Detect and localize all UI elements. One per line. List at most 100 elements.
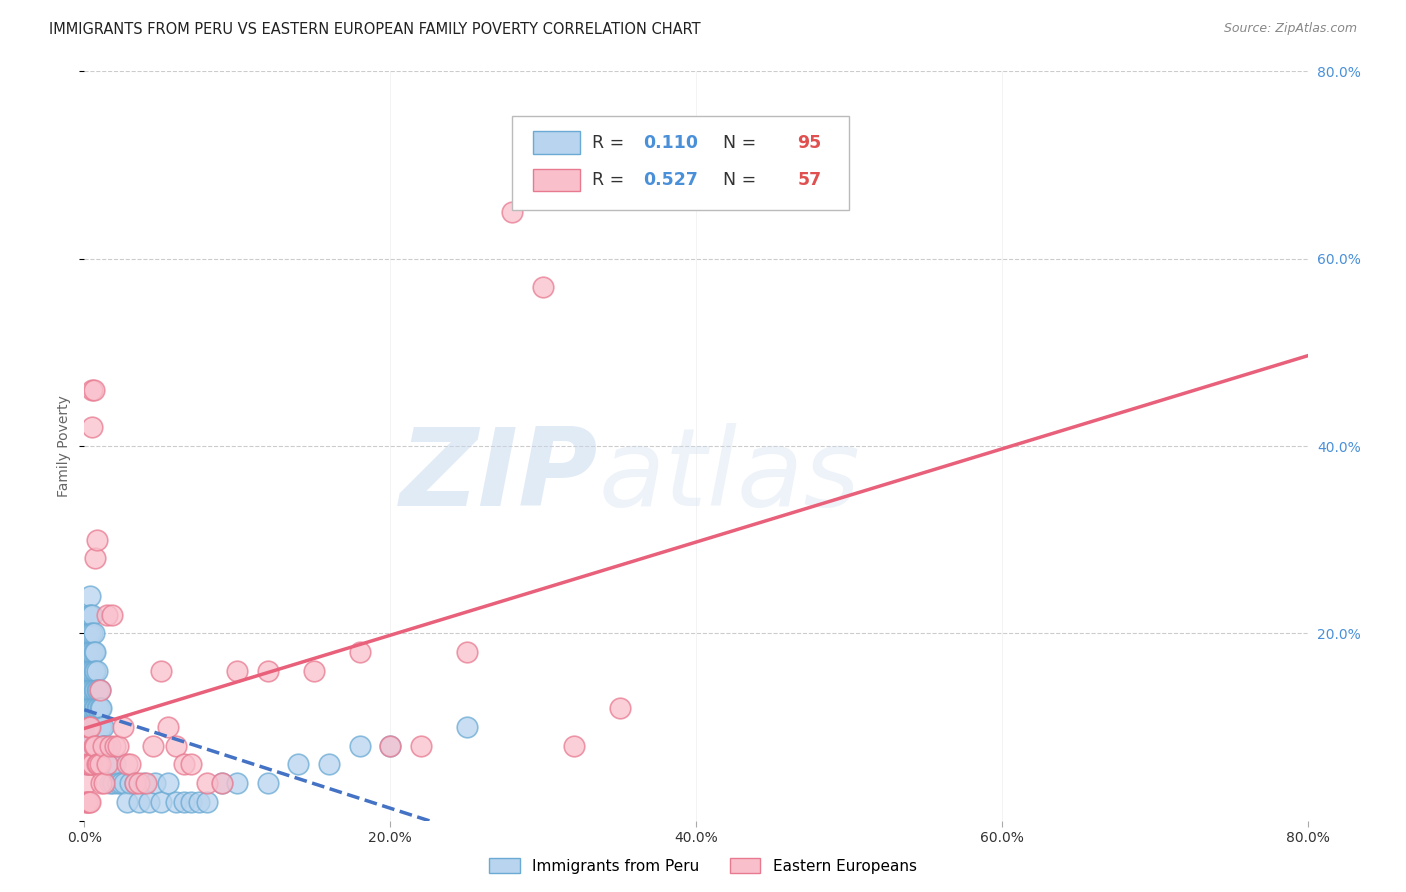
Point [98,776,121,790]
Point [89,720,111,734]
Point [77,720,100,734]
Text: ZIP: ZIP [399,423,598,529]
Point [84,720,107,734]
Point [302,664,325,678]
Text: N =: N = [711,134,762,152]
Text: 57: 57 [797,171,821,189]
Point [83,626,105,640]
Point [115,795,138,809]
Point [76,664,98,678]
Point [97,757,120,772]
Point [195,795,218,809]
Point [409,739,432,753]
Point [128,776,150,790]
Point [94,739,117,753]
Y-axis label: Family Poverty: Family Poverty [58,395,72,497]
Point [84,664,107,678]
Point [287,757,309,772]
Point [84,701,107,715]
Point [98,739,121,753]
Point [79,626,101,640]
Point [195,776,218,790]
Point [77,645,100,659]
Point [79,757,101,772]
Point [77,795,100,809]
Point [96,607,118,622]
Point [456,645,478,659]
Point [79,682,101,697]
Text: 95: 95 [797,134,821,152]
Point [83,664,105,678]
Point [79,795,101,809]
Point [380,739,402,753]
Text: 0.110: 0.110 [644,134,699,152]
Point [115,757,138,772]
Point [349,645,371,659]
Text: IMMIGRANTS FROM PERU VS EASTERN EUROPEAN FAMILY POVERTY CORRELATION CHART: IMMIGRANTS FROM PERU VS EASTERN EUROPEAN… [49,22,700,37]
Point [86,720,108,734]
Text: Source: ZipAtlas.com: Source: ZipAtlas.com [1223,22,1357,36]
Text: N =: N = [711,171,762,189]
Point [89,701,111,715]
Point [77,664,100,678]
Point [87,757,110,772]
Point [180,795,202,809]
Point [79,645,101,659]
Point [124,776,146,790]
Point [84,645,107,659]
Point [76,682,98,697]
Point [80,626,103,640]
Point [83,383,105,397]
Point [83,645,105,659]
Point [76,739,98,753]
Point [103,776,125,790]
Point [84,682,107,697]
Point [94,757,117,772]
Point [75,701,97,715]
Point [79,739,101,753]
Point [93,776,115,790]
Point [83,682,105,697]
Point [110,776,132,790]
Point [157,776,180,790]
Point [84,551,107,566]
Point [79,701,101,715]
Text: atlas: atlas [598,424,860,528]
Point [562,739,585,753]
Point [89,757,111,772]
Point [157,720,180,734]
Point [135,776,157,790]
Point [89,682,111,697]
Point [86,533,108,547]
Point [79,720,101,734]
Point [188,795,211,809]
Point [380,739,402,753]
Point [77,739,100,753]
Point [76,757,98,772]
Point [79,720,101,734]
Point [120,776,142,790]
Point [456,720,478,734]
Point [76,757,98,772]
Point [77,626,100,640]
Point [349,739,371,753]
Point [80,664,103,678]
Point [86,701,108,715]
FancyBboxPatch shape [533,169,579,191]
Point [83,739,105,753]
Point [173,757,195,772]
Point [257,664,280,678]
Point [87,720,110,734]
Point [90,776,112,790]
Point [77,607,100,622]
Legend: Immigrants from Peru, Eastern Europeans: Immigrants from Peru, Eastern Europeans [484,852,922,880]
Point [75,776,97,790]
Point [79,664,101,678]
Point [143,776,166,790]
Point [96,757,118,772]
Point [211,776,233,790]
Point [89,682,111,697]
Point [90,701,112,715]
Point [77,701,100,715]
Point [76,626,98,640]
